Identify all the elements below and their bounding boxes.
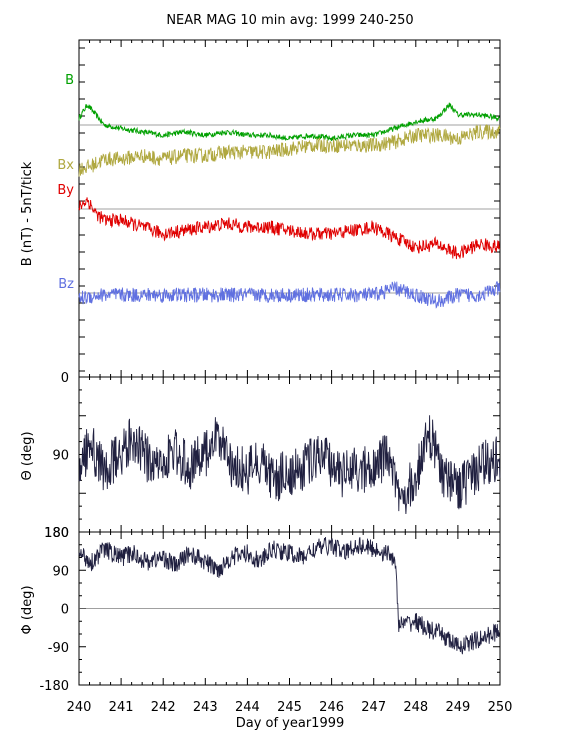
phi-ylabel: Φ (deg)	[20, 585, 35, 634]
x-tick-label: 241	[109, 700, 134, 715]
theta-tick-label: 90	[52, 449, 69, 464]
phi-tick-label: 90	[52, 564, 69, 579]
series-label-bx: Bx	[57, 158, 74, 173]
axis-ticks	[78, 40, 501, 686]
x-tick-label: 250	[488, 700, 513, 715]
theta-tick-label: 180	[44, 526, 69, 541]
series-b-line	[78, 102, 500, 142]
b-ylabel: B (nT) - 5nT/tick	[20, 161, 35, 266]
series-bx-line	[78, 124, 501, 177]
series-label-bz: Bz	[58, 277, 74, 292]
x-tick-label: 240	[67, 700, 92, 715]
x-tick-label: 248	[403, 700, 428, 715]
theta-line	[78, 415, 501, 515]
chart-title: NEAR MAG 10 min avg: 1999 240-250	[166, 13, 413, 28]
series-label-b: B	[65, 73, 74, 88]
phi-tick-label: -90	[48, 641, 69, 656]
x-tick-label: 246	[319, 700, 344, 715]
x-tick-label: 249	[445, 700, 470, 715]
axis-labels: 240 241 242 243 244 245 246 247 248 249 2500901801…	[39, 371, 512, 715]
x-tick-label: 244	[235, 700, 260, 715]
series-label-by: By	[57, 183, 74, 198]
x-tick-label: 243	[193, 700, 218, 715]
phi-tick-label: 0	[61, 603, 69, 618]
x-tick-label: 242	[151, 700, 176, 715]
phi-tick-label: 180	[44, 526, 69, 541]
phi-line	[78, 537, 500, 655]
theta-ylabel: Θ (deg)	[20, 431, 35, 480]
phi-tick-label: -180	[39, 679, 69, 694]
panel-b-frame	[78, 39, 501, 378]
x-tick-label: 247	[361, 700, 386, 715]
theta-tick-label: 0	[61, 371, 69, 386]
series-lines	[78, 102, 501, 655]
x-tick-label: 245	[277, 700, 302, 715]
series-by-line	[78, 197, 501, 260]
series-bz-line	[78, 280, 501, 309]
x-axis-label: Day of year1999	[236, 716, 345, 731]
